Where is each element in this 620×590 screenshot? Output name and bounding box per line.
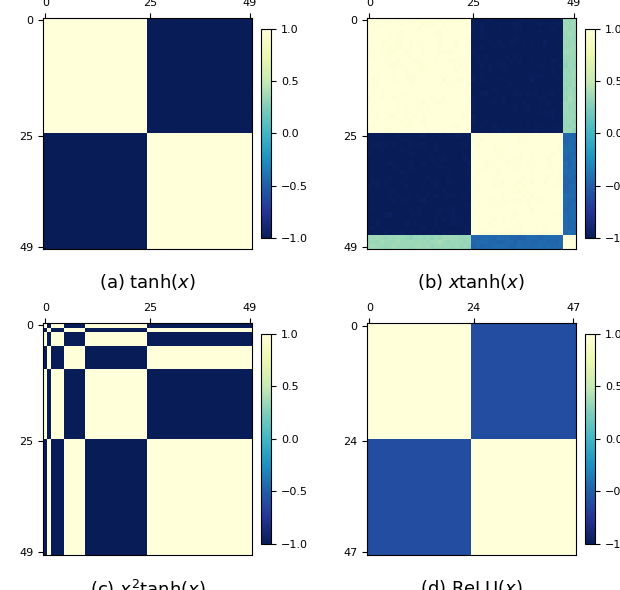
Text: (c) $x^2\tanh(x)$: (c) $x^2\tanh(x)$ [90, 578, 205, 590]
Text: (a) $\tanh(x)$: (a) $\tanh(x)$ [99, 272, 196, 292]
Text: (d) $\mathrm{ReLU}(x)$: (d) $\mathrm{ReLU}(x)$ [420, 578, 523, 590]
Text: (b) $x\tanh(x)$: (b) $x\tanh(x)$ [417, 272, 525, 292]
